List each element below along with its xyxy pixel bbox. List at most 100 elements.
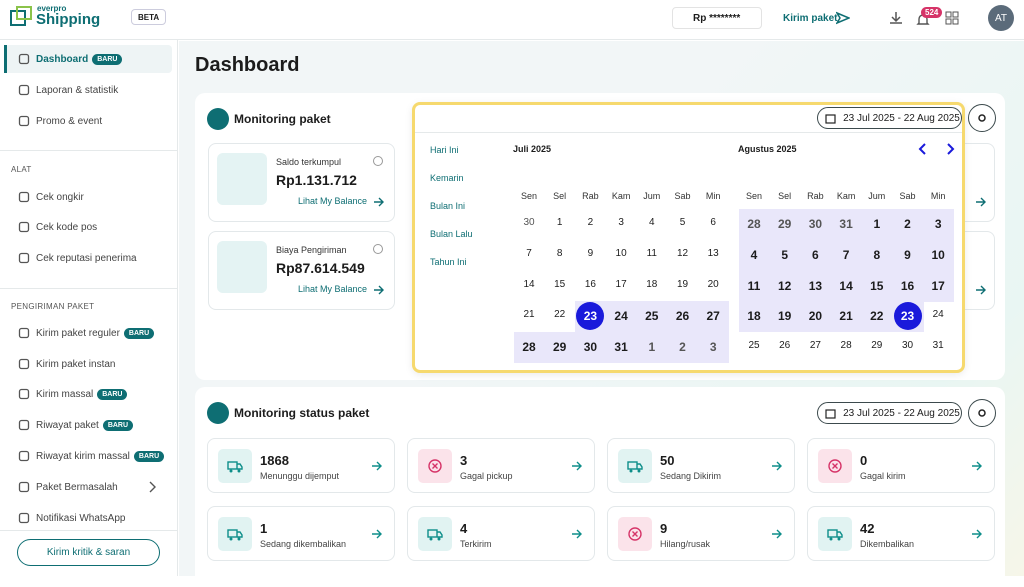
day[interactable]: 11: [747, 278, 761, 293]
day[interactable]: 28: [522, 340, 536, 355]
day[interactable]: 31: [614, 340, 628, 355]
day[interactable]: 26: [779, 340, 791, 352]
day[interactable]: 18: [646, 278, 658, 290]
day[interactable]: 7: [526, 247, 532, 259]
date-range-button[interactable]: 23 Jul 2025 - 22 Aug 2025: [817, 402, 962, 424]
day[interactable]: 1: [648, 340, 656, 355]
day[interactable]: 20: [808, 309, 823, 324]
menu-item[interactable]: Paket Bermasalah: [36, 479, 118, 495]
day[interactable]: 31: [932, 340, 944, 352]
day[interactable]: 4: [750, 247, 758, 262]
day[interactable]: 24: [614, 309, 628, 324]
day[interactable]: 5: [679, 217, 686, 228]
arrow-icon[interactable]: [975, 196, 987, 208]
menu-item[interactable]: Promo & event: [36, 113, 102, 129]
day[interactable]: 22: [870, 309, 884, 324]
day[interactable]: 4: [649, 217, 655, 228]
card-link[interactable]: Lihat My Balance: [298, 284, 368, 294]
day[interactable]: 13: [808, 278, 823, 293]
day[interactable]: 22: [554, 309, 566, 321]
day[interactable]: 2: [679, 340, 686, 355]
day[interactable]: 12: [676, 247, 689, 259]
menu-item[interactable]: Riwayat paket BARU: [36, 417, 134, 433]
day[interactable]: 29: [778, 217, 792, 231]
day[interactable]: 14: [523, 278, 535, 290]
day[interactable]: 12: [778, 278, 792, 293]
feedback-button[interactable]: Kirim kritik & saran: [17, 539, 160, 566]
day[interactable]: 30: [808, 217, 823, 231]
arrow-icon[interactable]: [371, 460, 383, 472]
preset[interactable]: Bulan Lalu: [430, 229, 473, 239]
menu-item[interactable]: Laporan & statistik: [36, 82, 118, 98]
grid-icon[interactable]: [945, 11, 959, 25]
day[interactable]: 19: [778, 309, 792, 324]
menu-item[interactable]: Cek reputasi penerima: [36, 250, 137, 266]
menu-item[interactable]: Cek ongkir: [36, 189, 84, 205]
day[interactable]: 21: [839, 309, 853, 324]
arrow-icon[interactable]: [771, 460, 783, 472]
day[interactable]: 9: [904, 247, 911, 262]
day[interactable]: 6: [710, 217, 716, 228]
day[interactable]: 30: [901, 340, 914, 352]
day[interactable]: 1: [873, 217, 881, 231]
day[interactable]: 23: [583, 309, 598, 324]
day[interactable]: 17: [615, 278, 627, 290]
preset[interactable]: Hari Ini: [430, 145, 459, 155]
day[interactable]: 27: [706, 309, 720, 324]
day[interactable]: 30: [523, 217, 535, 228]
preset[interactable]: Kemarin: [430, 173, 464, 183]
arrow-icon[interactable]: [373, 284, 385, 296]
day[interactable]: 15: [870, 278, 884, 293]
settings-button[interactable]: [968, 399, 996, 427]
send-button[interactable]: Kirim paket: [783, 12, 838, 24]
day[interactable]: 27: [809, 340, 821, 352]
day[interactable]: 9: [587, 247, 594, 259]
day[interactable]: 11: [646, 247, 657, 259]
avatar[interactable]: AT: [988, 5, 1014, 31]
day[interactable]: 23: [900, 309, 915, 324]
prev-month[interactable]: [918, 143, 928, 155]
menu-item[interactable]: Kirim paket reguler BARU: [36, 325, 155, 341]
arrow-icon[interactable]: [971, 528, 983, 540]
day[interactable]: 6: [812, 247, 819, 262]
day[interactable]: 24: [932, 309, 944, 321]
day[interactable]: 19: [676, 278, 689, 290]
next-month[interactable]: [945, 143, 955, 155]
preset[interactable]: Bulan Ini: [430, 201, 466, 211]
menu-item[interactable]: Notifikasi WhatsApp: [36, 510, 125, 526]
day[interactable]: 8: [556, 247, 563, 259]
day[interactable]: 5: [781, 247, 789, 262]
day[interactable]: 29: [871, 340, 883, 352]
menu-item[interactable]: Cek kode pos: [36, 219, 97, 235]
day[interactable]: 28: [747, 217, 761, 231]
day[interactable]: 3: [618, 217, 624, 228]
menu-item[interactable]: Riwayat kirim massal BARU: [36, 448, 165, 464]
day[interactable]: 25: [645, 309, 659, 324]
day[interactable]: 7: [842, 247, 850, 262]
day[interactable]: 26: [675, 309, 690, 324]
day[interactable]: 28: [840, 340, 852, 352]
menu-item[interactable]: Kirim paket instan: [36, 356, 115, 372]
arrow-icon[interactable]: [571, 528, 583, 540]
menu-item[interactable]: Kirim massal BARU: [36, 386, 128, 402]
day[interactable]: 20: [707, 278, 719, 290]
day[interactable]: 16: [900, 278, 915, 293]
day[interactable]: 1: [556, 217, 563, 228]
date-range-button[interactable]: 23 Jul 2025 - 22 Aug 2025: [817, 107, 962, 129]
preset[interactable]: Tahun Ini: [430, 257, 467, 267]
day[interactable]: 3: [934, 217, 942, 231]
day[interactable]: 21: [523, 309, 535, 321]
day[interactable]: 3: [709, 340, 717, 355]
download-icon[interactable]: [888, 10, 904, 26]
day[interactable]: 8: [873, 247, 881, 262]
balance[interactable]: Rp ********: [672, 7, 762, 29]
day[interactable]: 2: [904, 217, 911, 231]
day[interactable]: 10: [931, 247, 945, 262]
arrow-icon[interactable]: [373, 196, 385, 208]
arrow-icon[interactable]: [971, 460, 983, 472]
arrow-icon[interactable]: [571, 460, 583, 472]
day[interactable]: 16: [584, 278, 596, 290]
arrow-icon[interactable]: [975, 284, 987, 296]
day[interactable]: 14: [839, 278, 853, 293]
arrow-icon[interactable]: [771, 528, 783, 540]
